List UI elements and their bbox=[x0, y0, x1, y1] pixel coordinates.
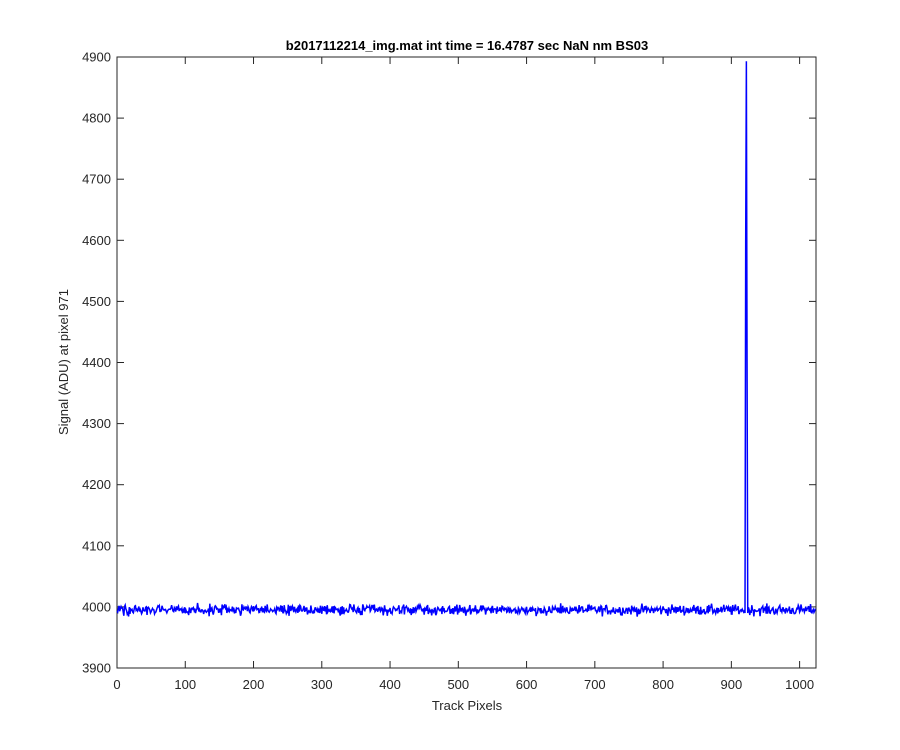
y-tick-label: 4000 bbox=[82, 599, 111, 614]
y-tick-label: 4500 bbox=[82, 294, 111, 309]
x-tick-label: 300 bbox=[311, 677, 333, 692]
y-tick-label: 4600 bbox=[82, 233, 111, 248]
y-tick-label: 4200 bbox=[82, 477, 111, 492]
x-tick-label: 500 bbox=[447, 677, 469, 692]
y-tick-label: 3900 bbox=[82, 661, 111, 676]
y-tick-label: 4400 bbox=[82, 355, 111, 370]
x-tick-label: 100 bbox=[174, 677, 196, 692]
x-tick-label: 900 bbox=[721, 677, 743, 692]
y-tick-label: 4100 bbox=[82, 538, 111, 553]
x-tick-label: 200 bbox=[243, 677, 265, 692]
axis-tick-labels: 0 100 200 300 400 500 600 700 800 900 1000 3900 4000… bbox=[82, 50, 814, 693]
y-tick-label: 4800 bbox=[82, 111, 111, 126]
x-tick-label: 600 bbox=[516, 677, 538, 692]
x-tick-label: 800 bbox=[652, 677, 674, 692]
x-tick-label: 1000 bbox=[785, 677, 814, 692]
chart-title: b2017112214_img.mat int time = 16.4787 s… bbox=[286, 38, 648, 53]
axes-box bbox=[116, 56, 817, 669]
x-tick-label: 0 bbox=[113, 677, 120, 692]
y-tick-label: 4900 bbox=[82, 50, 111, 65]
y-tick-label: 4300 bbox=[82, 416, 111, 431]
plot-area: 0 100 200 300 400 500 600 700 800 900 1000 3900 4000… bbox=[82, 50, 817, 693]
y-tick-label: 4700 bbox=[82, 172, 111, 187]
x-axis-label: Track Pixels bbox=[432, 698, 503, 713]
x-tick-label: 400 bbox=[379, 677, 401, 692]
signal-series-line bbox=[116, 61, 817, 617]
x-tick-label: 700 bbox=[584, 677, 606, 692]
y-axis-label: Signal (ADU) at pixel 971 bbox=[56, 289, 71, 435]
